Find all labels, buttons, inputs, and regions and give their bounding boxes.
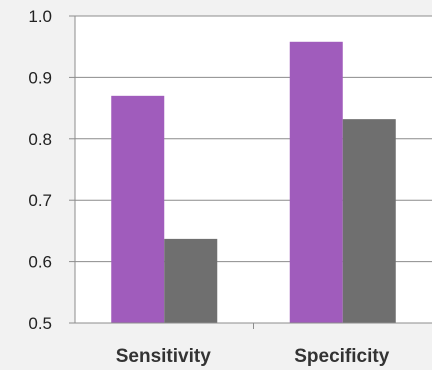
y-tick-label: 0.5: [28, 314, 52, 333]
bar-sensitivity-series-2: [164, 238, 218, 323]
x-axis-labels: Sensitivity Specificity: [116, 346, 390, 367]
bar-specificity-series-1: [289, 41, 343, 324]
y-tick-label: 0.7: [28, 191, 52, 210]
axes: [74, 16, 432, 329]
y-tick-label: 0.9: [28, 68, 52, 87]
x-category-label: Specificity: [294, 346, 389, 367]
y-axis-ticks: 0.5 0.6 0.7 0.8 0.9 1.0: [28, 7, 75, 333]
bar-specificity-series-2: [342, 119, 396, 323]
x-category-label: Sensitivity: [116, 346, 211, 367]
bar-sensitivity-series-1: [111, 95, 165, 323]
bars: [111, 41, 396, 324]
y-tick-label: 1.0: [28, 7, 52, 26]
y-tick-label: 0.6: [28, 253, 52, 272]
y-tick-label: 0.8: [28, 130, 52, 149]
